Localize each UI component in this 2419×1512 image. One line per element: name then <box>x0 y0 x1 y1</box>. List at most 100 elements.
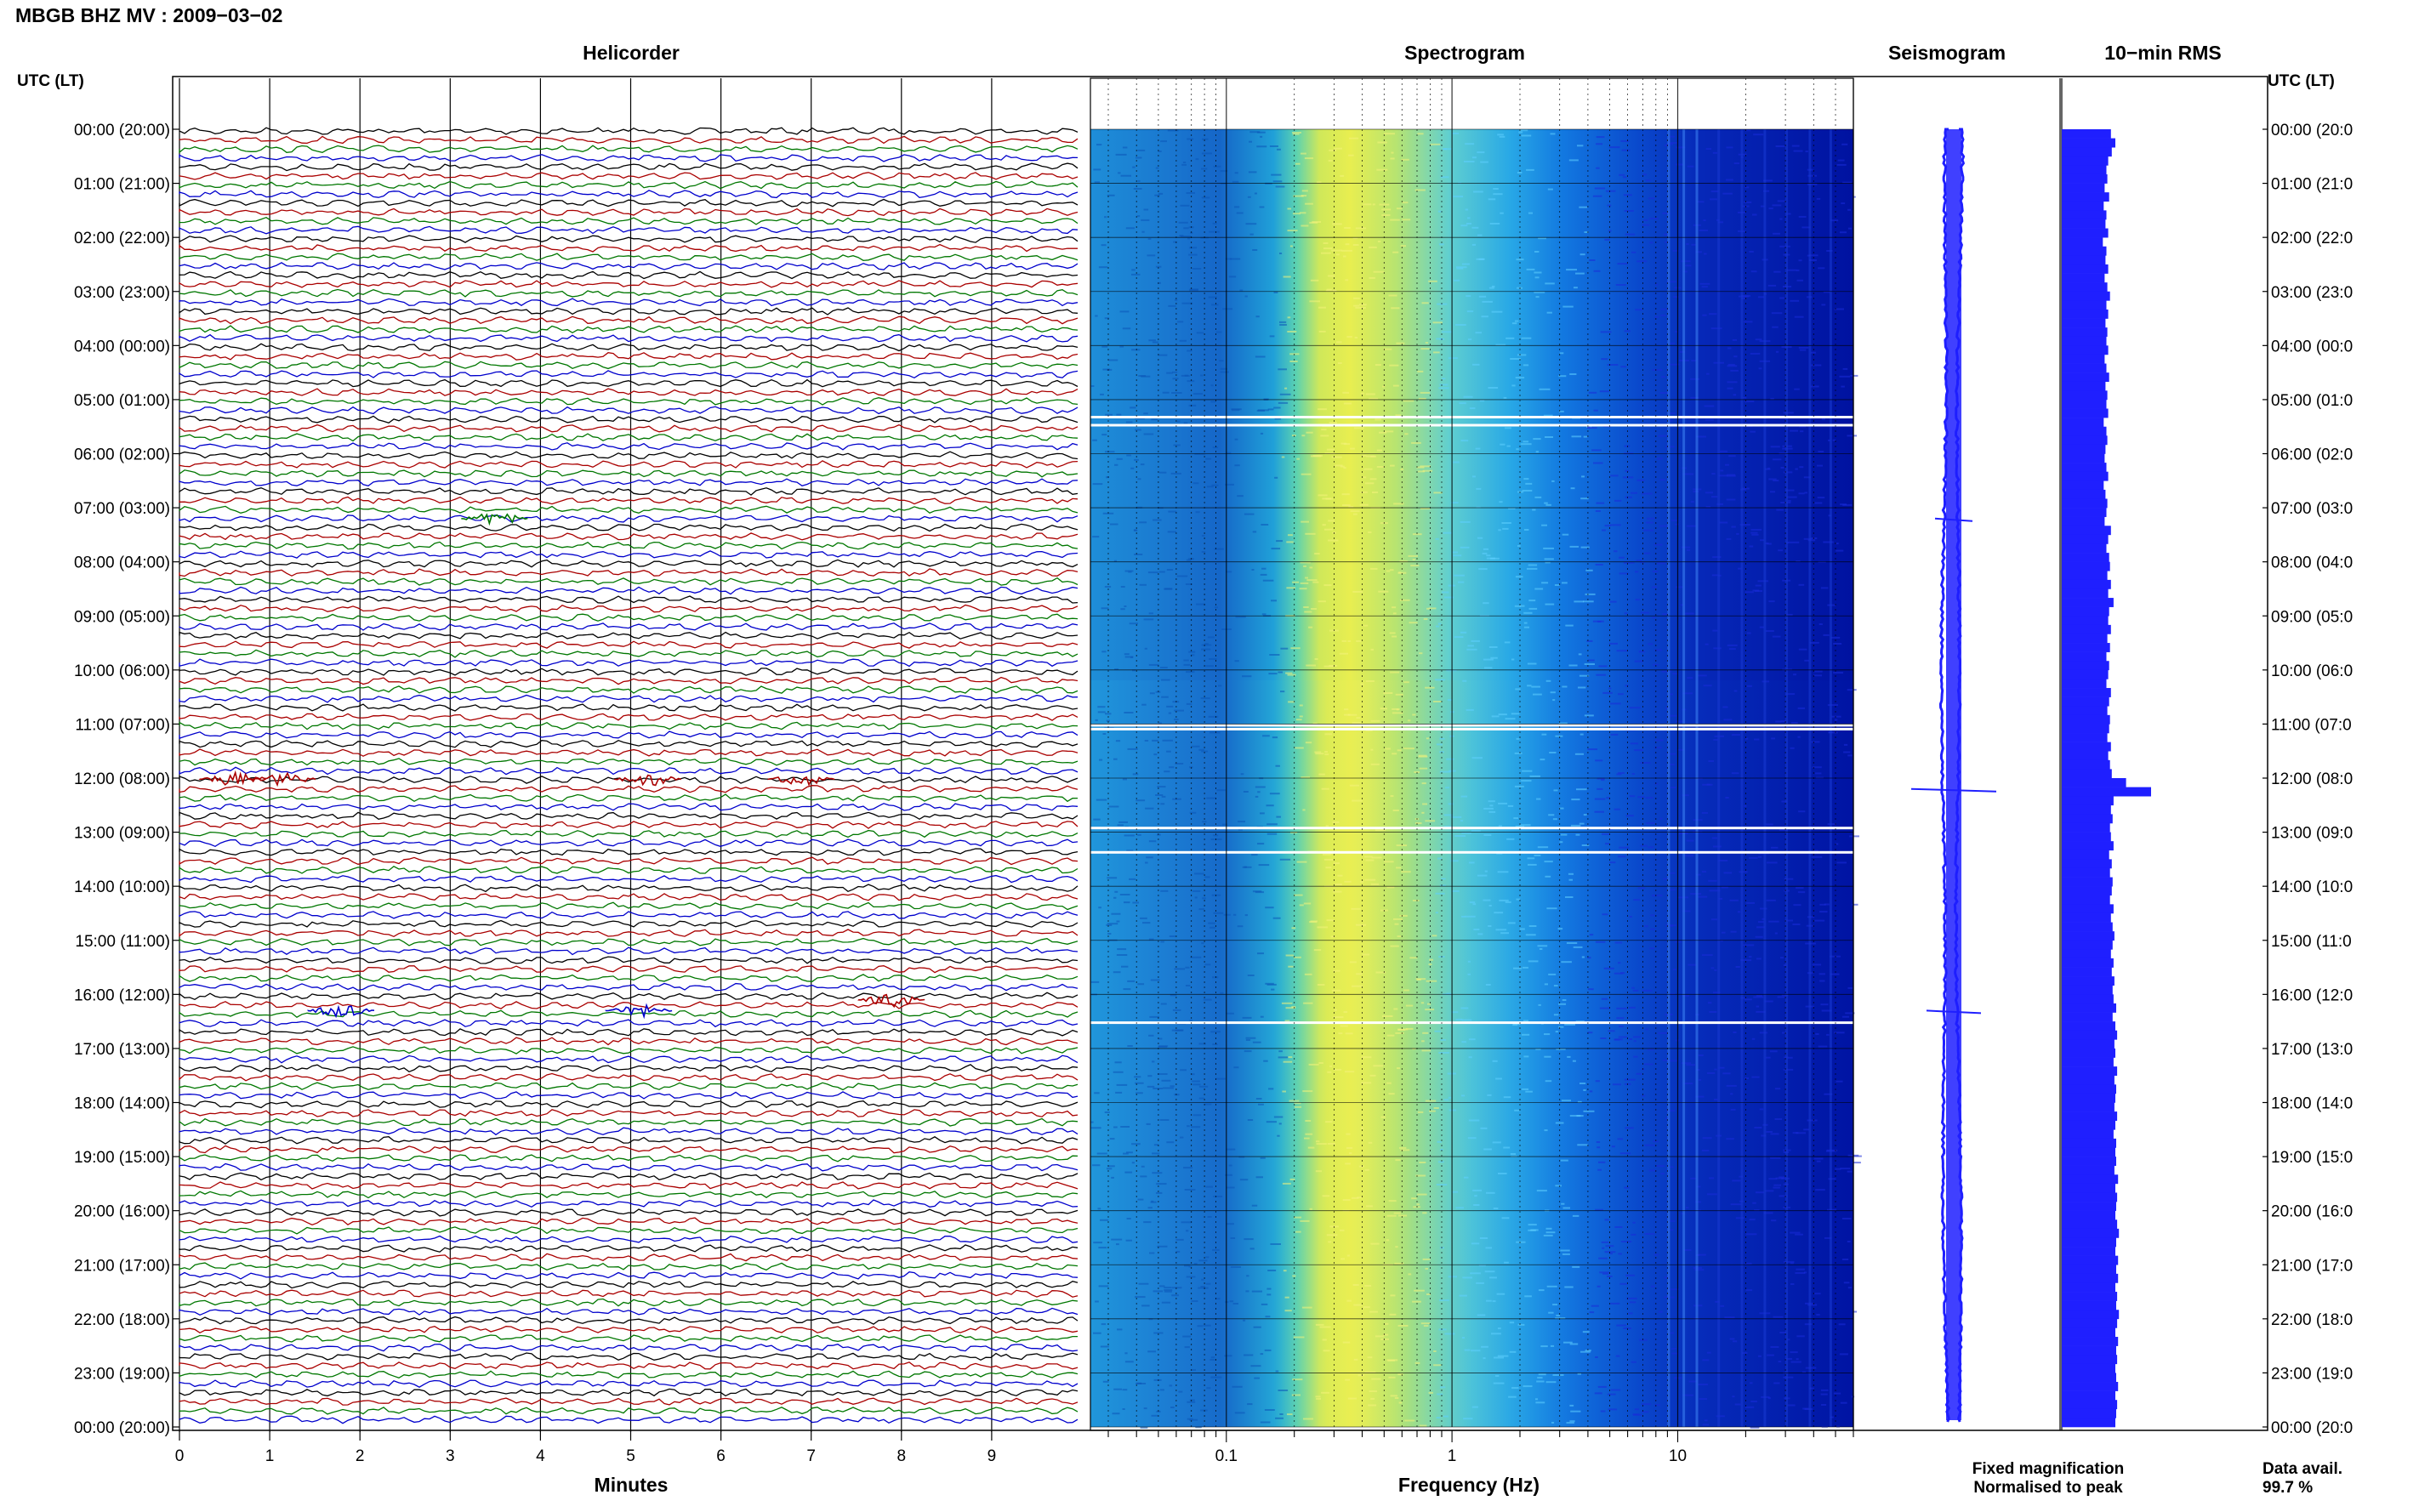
right-time-axis-header: UTC (LT) <box>2268 72 2335 90</box>
spectrogram-speckle <box>1378 590 1389 593</box>
spectrogram-speckle <box>1772 635 1781 638</box>
spectrogram-speckle <box>1314 658 1318 660</box>
spectrogram-speckle <box>1729 1338 1735 1340</box>
spectrogram-speckle <box>1835 843 1839 845</box>
spectrogram-speckle <box>1511 658 1515 661</box>
seismogram-envelope-left <box>1938 128 1951 1423</box>
spectrogram-speckle <box>1260 573 1267 576</box>
spectrogram-speckle <box>1544 983 1548 986</box>
spectrogram-speckle <box>1343 402 1352 405</box>
spectrogram-speckle <box>1338 1032 1343 1035</box>
helicorder-trace <box>179 487 1079 496</box>
helicorder-trace <box>179 288 1079 298</box>
spectrogram-speckle <box>1350 447 1355 450</box>
spectrogram-speckle <box>1770 1133 1779 1135</box>
spectrogram-speckle <box>1779 245 1790 247</box>
spectrogram-speckle <box>1727 347 1732 350</box>
spectrogram-speckle <box>1278 401 1289 404</box>
spectrogram-speckle <box>1404 433 1409 435</box>
spectrogram-speckle <box>1426 607 1430 610</box>
spectrogram-speckle <box>1399 914 1408 917</box>
rms-bar <box>2062 651 2107 662</box>
spectrogram-speckle <box>1672 249 1679 252</box>
spectrogram-speckle <box>1804 1323 1813 1326</box>
spectrogram-speckle <box>1304 611 1312 613</box>
spectrogram-speckle <box>1116 1083 1128 1086</box>
spectrogram-speckle <box>1619 1152 1631 1155</box>
spectrogram-speckle <box>1619 1282 1627 1285</box>
spectrogram-speckle <box>1534 251 1540 253</box>
right-time-label: 13:00 (09:0 <box>2271 825 2353 843</box>
spectrogram-speckle <box>1266 1121 1277 1123</box>
spectrogram-speckle <box>1397 571 1407 574</box>
spectrogram-speckle <box>1136 215 1141 218</box>
spectrogram-speckle <box>1738 567 1742 570</box>
spectrogram-speckle <box>1734 1403 1741 1406</box>
spectrogram-speckle <box>1468 1056 1472 1059</box>
rms-bar <box>2062 489 2106 499</box>
spectrogram-speckle <box>1437 210 1443 213</box>
spectrogram-speckle <box>1488 810 1496 813</box>
spectrogram-speckle <box>1735 966 1740 968</box>
spectrogram-speckle <box>1794 315 1804 318</box>
spectrogram-speckle <box>1570 487 1575 490</box>
left-time-label: 05:00 (01:00) <box>74 392 170 410</box>
seismogram-panel <box>1853 78 2061 1430</box>
spectrogram-speckle <box>1703 685 1712 687</box>
spectrogram-speckle <box>1661 670 1672 673</box>
spectrogram-speckle <box>1326 919 1334 922</box>
spectrogram-speckle <box>1750 1426 1760 1429</box>
spectrogram-speckle <box>1191 1300 1198 1302</box>
spectrogram-speckle <box>1215 1077 1226 1080</box>
helicorder-trace <box>179 433 1079 442</box>
spectrogram-speckle <box>1498 713 1507 716</box>
spectrogram-speckle <box>1421 811 1425 814</box>
spectrogram-speckle <box>1840 1401 1847 1404</box>
spectrogram-speckle <box>1830 636 1841 639</box>
spectrogram-speckle <box>1713 992 1721 994</box>
rms-bar <box>2062 381 2106 391</box>
rms-bar <box>2062 1219 2118 1230</box>
spectrogram-speckle <box>1254 192 1257 195</box>
spectrogram-speckle <box>1131 1162 1135 1164</box>
right-time-labels: 00:00 (20:001:00 (21:002:00 (22:003:00 (… <box>2262 122 2353 1437</box>
spectrogram-speckle <box>1852 196 1856 198</box>
spectrogram-speckle <box>1340 1229 1345 1231</box>
spectrogram-speckle <box>1433 351 1440 354</box>
spectrogram-speckle <box>1275 185 1285 188</box>
spectrogram-speckle <box>1245 1039 1251 1041</box>
spectrogram-speckle <box>1733 355 1738 358</box>
spectrogram-speckle <box>1469 901 1476 904</box>
spectrogram-speckle <box>1798 810 1806 813</box>
spectrogram-speckle <box>1375 1335 1384 1338</box>
spectrogram-speckle <box>1148 938 1154 941</box>
spectrogram-speckle <box>1294 1102 1301 1105</box>
spectrogram-speckle <box>1258 1103 1264 1106</box>
spectrogram-speckle <box>1416 466 1425 469</box>
spectrogram-speckle <box>1318 1062 1323 1064</box>
spectrogram-speckle <box>1426 980 1437 982</box>
spectrogram-speckle <box>1187 350 1192 352</box>
spectrogram-speckle <box>1157 786 1166 788</box>
spectrogram-speckle <box>1788 541 1800 543</box>
rms-bar <box>2062 1039 2114 1049</box>
spectrogram-speckle <box>1770 846 1779 849</box>
spectrogram-speckle <box>1191 745 1200 747</box>
spectrogram-speckle <box>1450 816 1462 818</box>
spectrogram-speckle <box>1438 243 1444 246</box>
spectrogram-speckle <box>1616 650 1628 652</box>
spectrogram-speckle <box>1388 1200 1397 1202</box>
spectrogram-speckle <box>1411 1197 1417 1200</box>
spectrogram-speckle <box>1331 989 1341 992</box>
spectrogram-speckle <box>1255 1176 1263 1179</box>
spectrogram-speckle <box>1460 225 1468 227</box>
spectrogram-speckle <box>1759 1032 1767 1034</box>
rms-bar <box>2062 841 2114 851</box>
spectrogram-speckle <box>1711 837 1717 839</box>
spectrogram-speckle <box>1370 748 1374 751</box>
spectrogram-speckle <box>1264 1349 1272 1351</box>
spectrogram-speckle <box>1353 297 1360 299</box>
spectrogram-speckle <box>1560 1249 1570 1252</box>
rms-bar <box>2062 1075 2114 1085</box>
spectrogram-speckle <box>1834 1032 1845 1034</box>
